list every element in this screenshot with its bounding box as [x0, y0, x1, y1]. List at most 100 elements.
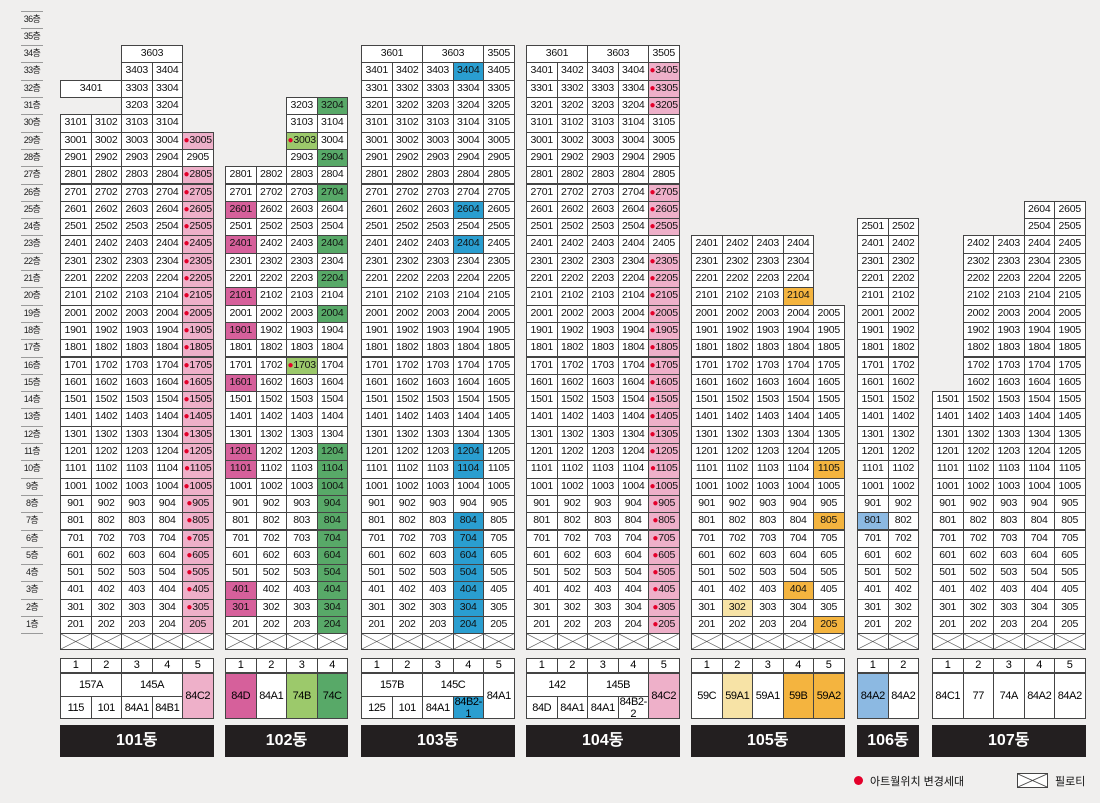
unit-cell: 1401: [526, 408, 558, 427]
unit-cell: 1005: [483, 477, 515, 496]
unit-cell: 2804: [617, 166, 649, 185]
unit-cell: 1504: [1023, 391, 1055, 410]
unit-cell: 2005: [182, 304, 214, 323]
unit-cell: 1704: [1023, 356, 1055, 375]
unit-cell: 1202: [556, 443, 588, 462]
unit-cell: 2201: [857, 270, 889, 289]
unit-cell: 3404: [151, 62, 183, 81]
unit-cell: 604: [151, 546, 183, 566]
unit-cell: 1602: [391, 373, 423, 393]
unit-cell: 2705: [648, 183, 680, 202]
unit-cell: 2003: [422, 304, 454, 323]
unit-cell: 1802: [391, 339, 423, 358]
unit-cell: 2502: [90, 218, 122, 237]
unit-cell: 205: [648, 616, 680, 635]
unit-cell: 1401: [691, 408, 723, 427]
unit-cell: 1904: [1023, 321, 1055, 341]
unit-cell: 305: [648, 598, 680, 617]
line-number: 1: [691, 658, 723, 673]
unit-cell: 501: [361, 564, 393, 583]
unit-cell: 204: [617, 616, 649, 635]
unit-cell: 301: [857, 598, 889, 617]
unit-cell: 3203: [422, 97, 454, 116]
unit-cell: 1304: [1023, 425, 1055, 444]
floor-gridline: [21, 546, 43, 548]
unit-cell: 401: [60, 581, 92, 600]
floor-label: 9층: [25, 480, 39, 491]
unit-cell: 1304: [151, 425, 183, 444]
pilotis-cell: [121, 633, 153, 650]
unit-cell: 1401: [60, 408, 92, 427]
unit-cell: 2004: [617, 304, 649, 323]
building-label: 102동: [225, 725, 348, 757]
unit-cell: 2701: [60, 183, 92, 202]
unit-cell: 802: [90, 512, 122, 531]
unit-cell: 1002: [255, 477, 287, 496]
unit-cell: 701: [361, 529, 393, 548]
unit-cell: 2204: [151, 270, 183, 289]
unit-cell: 204: [151, 616, 183, 635]
unit-cell: 203: [587, 616, 619, 635]
unit-type: 84A1: [121, 696, 153, 719]
unit-type: 84D: [526, 696, 558, 719]
unit-cell: 1204: [452, 443, 484, 462]
pilotis-cell: [1023, 633, 1055, 650]
unit-cell: 201: [857, 616, 889, 635]
unit-cell: 2502: [887, 218, 919, 237]
unit-cell: 1102: [721, 460, 753, 479]
floor-gridline: [21, 287, 43, 289]
unit-cell: 605: [182, 546, 214, 566]
unit-cell: 702: [90, 529, 122, 548]
unit-cell: 1402: [887, 408, 919, 427]
unit-cell: 1201: [691, 443, 723, 462]
unit-cell: 304: [1023, 598, 1055, 617]
unit-cell: 3104: [151, 114, 183, 133]
unit-cell-merged: 3401: [60, 79, 122, 98]
unit-cell: 303: [121, 598, 153, 617]
unit-cell: 1904: [452, 321, 484, 341]
unit-cell: 3401: [361, 62, 393, 81]
unit-cell: 1704: [316, 356, 348, 375]
building-label: 105동: [691, 725, 845, 757]
unit-cell: 2404: [316, 235, 348, 254]
unit-cell: 1505: [483, 391, 515, 410]
unit-cell: 202: [962, 616, 994, 635]
unit-cell: 2502: [391, 218, 423, 237]
unit-cell: 1103: [587, 460, 619, 479]
unit-cell: 3304: [452, 79, 484, 98]
unit-cell: 1803: [587, 339, 619, 358]
floor-gridline: [21, 633, 43, 635]
unit-cell: 2803: [587, 166, 619, 185]
pilotis-cell: [617, 633, 649, 650]
unit-type: 84A2: [1054, 673, 1086, 719]
unit-cell: 2201: [60, 270, 92, 289]
unit-cell: 1102: [90, 460, 122, 479]
unit-cell: 805: [813, 512, 845, 531]
unit-cell: 704: [617, 529, 649, 548]
unit-cell: 305: [813, 598, 845, 617]
floor-label: 15층: [23, 376, 41, 387]
unit-cell: 1405: [648, 408, 680, 427]
floor-gridline: [21, 252, 43, 254]
unit-cell: 603: [422, 546, 454, 566]
unit-cell: 203: [286, 616, 318, 635]
unit-cell: 901: [225, 494, 257, 514]
pilotis-cell: [993, 633, 1025, 650]
unit-cell: 2102: [556, 287, 588, 306]
unit-cell: 1005: [1054, 477, 1086, 496]
unit-cell: 2101: [361, 287, 393, 306]
unit-cell: 2003: [993, 304, 1025, 323]
unit-cell: 2801: [526, 166, 558, 185]
unit-cell: 1501: [932, 391, 964, 410]
unit-cell: 1104: [151, 460, 183, 479]
unit-cell: 502: [887, 564, 919, 583]
floor-label: 13층: [23, 411, 41, 422]
unit-cell: 401: [932, 581, 964, 600]
floor-label: 31층: [23, 100, 41, 110]
unit-cell: 2701: [526, 183, 558, 202]
unit-cell: 203: [993, 616, 1025, 635]
unit-cell: 603: [752, 546, 784, 566]
unit-type: 84C2: [648, 673, 680, 719]
unit-cell: 402: [556, 581, 588, 600]
unit-cell: 902: [255, 494, 287, 514]
